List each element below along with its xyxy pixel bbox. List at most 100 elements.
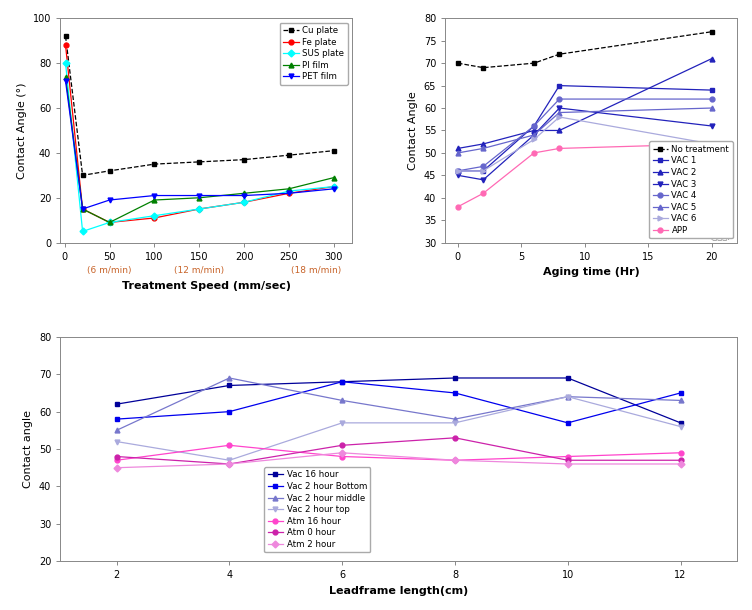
SUS plate <box>78 228 87 235</box>
Vac 2 hour top <box>676 423 685 430</box>
Vac 16 hour <box>338 378 347 386</box>
VAC 5 <box>707 104 716 112</box>
VAC 3 <box>479 176 488 184</box>
Vac 2 hour Bottom <box>225 408 234 415</box>
Text: (대기압): (대기압) <box>709 231 731 240</box>
Vac 2 hour top <box>338 419 347 426</box>
Vac 16 hour <box>676 419 685 426</box>
PI film <box>150 196 159 204</box>
Legend: No treatment, VAC 1, VAC 2, VAC 3, VAC 4, VAC 5, VAC 6, APP: No treatment, VAC 1, VAC 2, VAC 3, VAC 4… <box>649 142 732 239</box>
APP <box>453 203 462 210</box>
Vac 2 hour middle <box>676 396 685 404</box>
Atm 16 hour <box>112 457 121 464</box>
SUS plate <box>61 60 70 67</box>
X-axis label: Aging time (Hr): Aging time (Hr) <box>543 267 639 277</box>
Cu plate <box>61 32 70 40</box>
PET film <box>61 77 70 85</box>
VAC 1 <box>707 87 716 94</box>
SUS plate <box>195 206 204 213</box>
Line: VAC 1: VAC 1 <box>456 83 714 173</box>
Atm 16 hour <box>450 457 459 464</box>
VAC 3 <box>555 104 564 112</box>
Text: (12 m/min): (12 m/min) <box>174 266 224 275</box>
Line: APP: APP <box>456 142 714 209</box>
Fe plate <box>329 183 338 190</box>
Atm 2 hour <box>676 461 685 468</box>
Atm 2 hour <box>450 457 459 464</box>
VAC 4 <box>529 123 538 130</box>
VAC 5 <box>555 109 564 116</box>
Cu plate <box>329 147 338 154</box>
SUS plate <box>240 199 249 206</box>
Vac 2 hour middle <box>450 415 459 423</box>
Vac 16 hour <box>112 401 121 408</box>
Atm 0 hour <box>338 442 347 449</box>
Cu plate <box>284 151 293 159</box>
APP <box>529 149 538 157</box>
PI film <box>284 185 293 193</box>
Vac 2 hour top <box>112 438 121 445</box>
VAC 2 <box>453 145 462 152</box>
Atm 16 hour <box>338 453 347 460</box>
Line: Cu plate: Cu plate <box>63 34 336 178</box>
Vac 2 hour middle <box>225 375 234 382</box>
VAC 1 <box>529 123 538 130</box>
VAC 3 <box>707 123 716 130</box>
Fe plate <box>240 199 249 206</box>
No treatment <box>555 51 564 58</box>
Cu plate <box>150 160 159 168</box>
PI film <box>195 194 204 201</box>
APP <box>707 140 716 148</box>
VAC 3 <box>529 131 538 138</box>
Line: VAC 6: VAC 6 <box>456 115 714 173</box>
VAC 6 <box>529 136 538 143</box>
Y-axis label: Contact Angle (°): Contact Angle (°) <box>17 82 27 179</box>
Atm 2 hour <box>563 461 572 468</box>
APP <box>479 190 488 197</box>
PI film <box>105 219 114 226</box>
Vac 2 hour top <box>225 457 234 464</box>
Vac 2 hour top <box>450 419 459 426</box>
VAC 2 <box>555 127 564 134</box>
VAC 5 <box>453 149 462 157</box>
VAC 6 <box>479 167 488 174</box>
VAC 6 <box>453 167 462 174</box>
VAC 2 <box>707 55 716 62</box>
PET film <box>329 185 338 193</box>
VAC 1 <box>453 167 462 174</box>
PET film <box>284 190 293 197</box>
Vac 2 hour middle <box>112 426 121 434</box>
Vac 2 hour Bottom <box>338 378 347 386</box>
Atm 0 hour <box>225 461 234 468</box>
SUS plate <box>284 187 293 195</box>
Line: SUS plate: SUS plate <box>63 61 336 234</box>
VAC 5 <box>479 145 488 152</box>
X-axis label: Treatment Speed (mm/sec): Treatment Speed (mm/sec) <box>122 281 290 291</box>
Vac 2 hour middle <box>338 396 347 404</box>
PI film <box>329 174 338 181</box>
Cu plate <box>78 171 87 179</box>
Line: VAC 5: VAC 5 <box>456 106 714 156</box>
Atm 2 hour <box>225 461 234 468</box>
Line: Atm 16 hour: Atm 16 hour <box>114 443 683 462</box>
VAC 4 <box>707 95 716 102</box>
VAC 2 <box>529 127 538 134</box>
Fe plate <box>78 206 87 213</box>
Line: Atm 2 hour: Atm 2 hour <box>114 450 683 470</box>
Line: Fe plate: Fe plate <box>63 43 336 225</box>
X-axis label: Leadframe length(cm): Leadframe length(cm) <box>329 586 468 596</box>
PET film <box>240 192 249 199</box>
Atm 0 hour <box>676 457 685 464</box>
PI film <box>78 206 87 213</box>
VAC 1 <box>479 167 488 174</box>
Fe plate <box>105 219 114 226</box>
Vac 2 hour top <box>563 393 572 400</box>
SUS plate <box>150 212 159 220</box>
PET film <box>105 196 114 204</box>
VAC 2 <box>479 140 488 148</box>
Line: PI film: PI film <box>63 74 336 225</box>
Atm 0 hour <box>112 453 121 460</box>
Fe plate <box>150 214 159 221</box>
VAC 4 <box>479 163 488 170</box>
Fe plate <box>284 190 293 197</box>
